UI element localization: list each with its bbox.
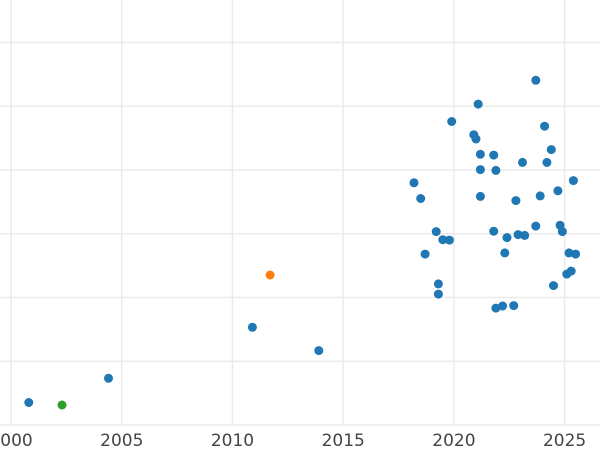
x-tick-label: 2005 — [100, 431, 143, 450]
data-point — [475, 191, 485, 201]
data-point — [568, 176, 578, 186]
data-point — [438, 235, 448, 245]
data-point — [247, 322, 257, 332]
data-point — [502, 233, 512, 243]
data-point — [416, 194, 426, 203]
data-point — [531, 75, 541, 85]
data-point — [431, 227, 441, 237]
data-point — [420, 249, 430, 259]
data-point — [104, 373, 113, 383]
data-point — [511, 196, 521, 206]
data-point — [473, 99, 483, 109]
data-point — [540, 121, 550, 131]
data-point — [509, 301, 519, 311]
data-point — [471, 134, 481, 144]
data-point — [24, 398, 34, 407]
x-tick-label: 2020 — [432, 431, 475, 450]
data-point — [531, 221, 541, 231]
data-point — [265, 270, 275, 280]
data-point — [520, 230, 530, 240]
data-point — [500, 248, 510, 258]
data-point — [489, 150, 499, 160]
data-point — [513, 230, 523, 240]
x-tick-label: 2000 — [0, 431, 33, 450]
data-point — [409, 178, 419, 188]
data-point — [542, 157, 552, 167]
data-point — [433, 279, 443, 289]
data-point — [571, 249, 581, 259]
data-point — [475, 165, 485, 175]
data-point — [549, 281, 558, 291]
grid — [0, 0, 600, 426]
data-point — [491, 165, 501, 175]
data-point — [546, 145, 556, 155]
x-tick-label: 2025 — [543, 431, 586, 450]
x-tick-label: 2010 — [211, 431, 254, 450]
data-point — [57, 400, 67, 410]
x-tick-label: 2015 — [322, 431, 365, 450]
data-point — [447, 117, 457, 126]
data-point — [498, 301, 508, 311]
data-point — [535, 191, 545, 201]
data-point — [475, 149, 485, 159]
data-point — [314, 346, 324, 356]
data-point — [557, 227, 567, 237]
x-axis-tick-labels: 2000 2005 2010 2015 2020 2025 — [0, 431, 586, 450]
data-point — [489, 226, 499, 236]
data-point — [444, 235, 454, 245]
data-points — [24, 75, 581, 410]
data-point — [433, 289, 443, 299]
data-point — [518, 157, 527, 167]
data-point — [566, 266, 576, 276]
data-point — [553, 186, 563, 196]
